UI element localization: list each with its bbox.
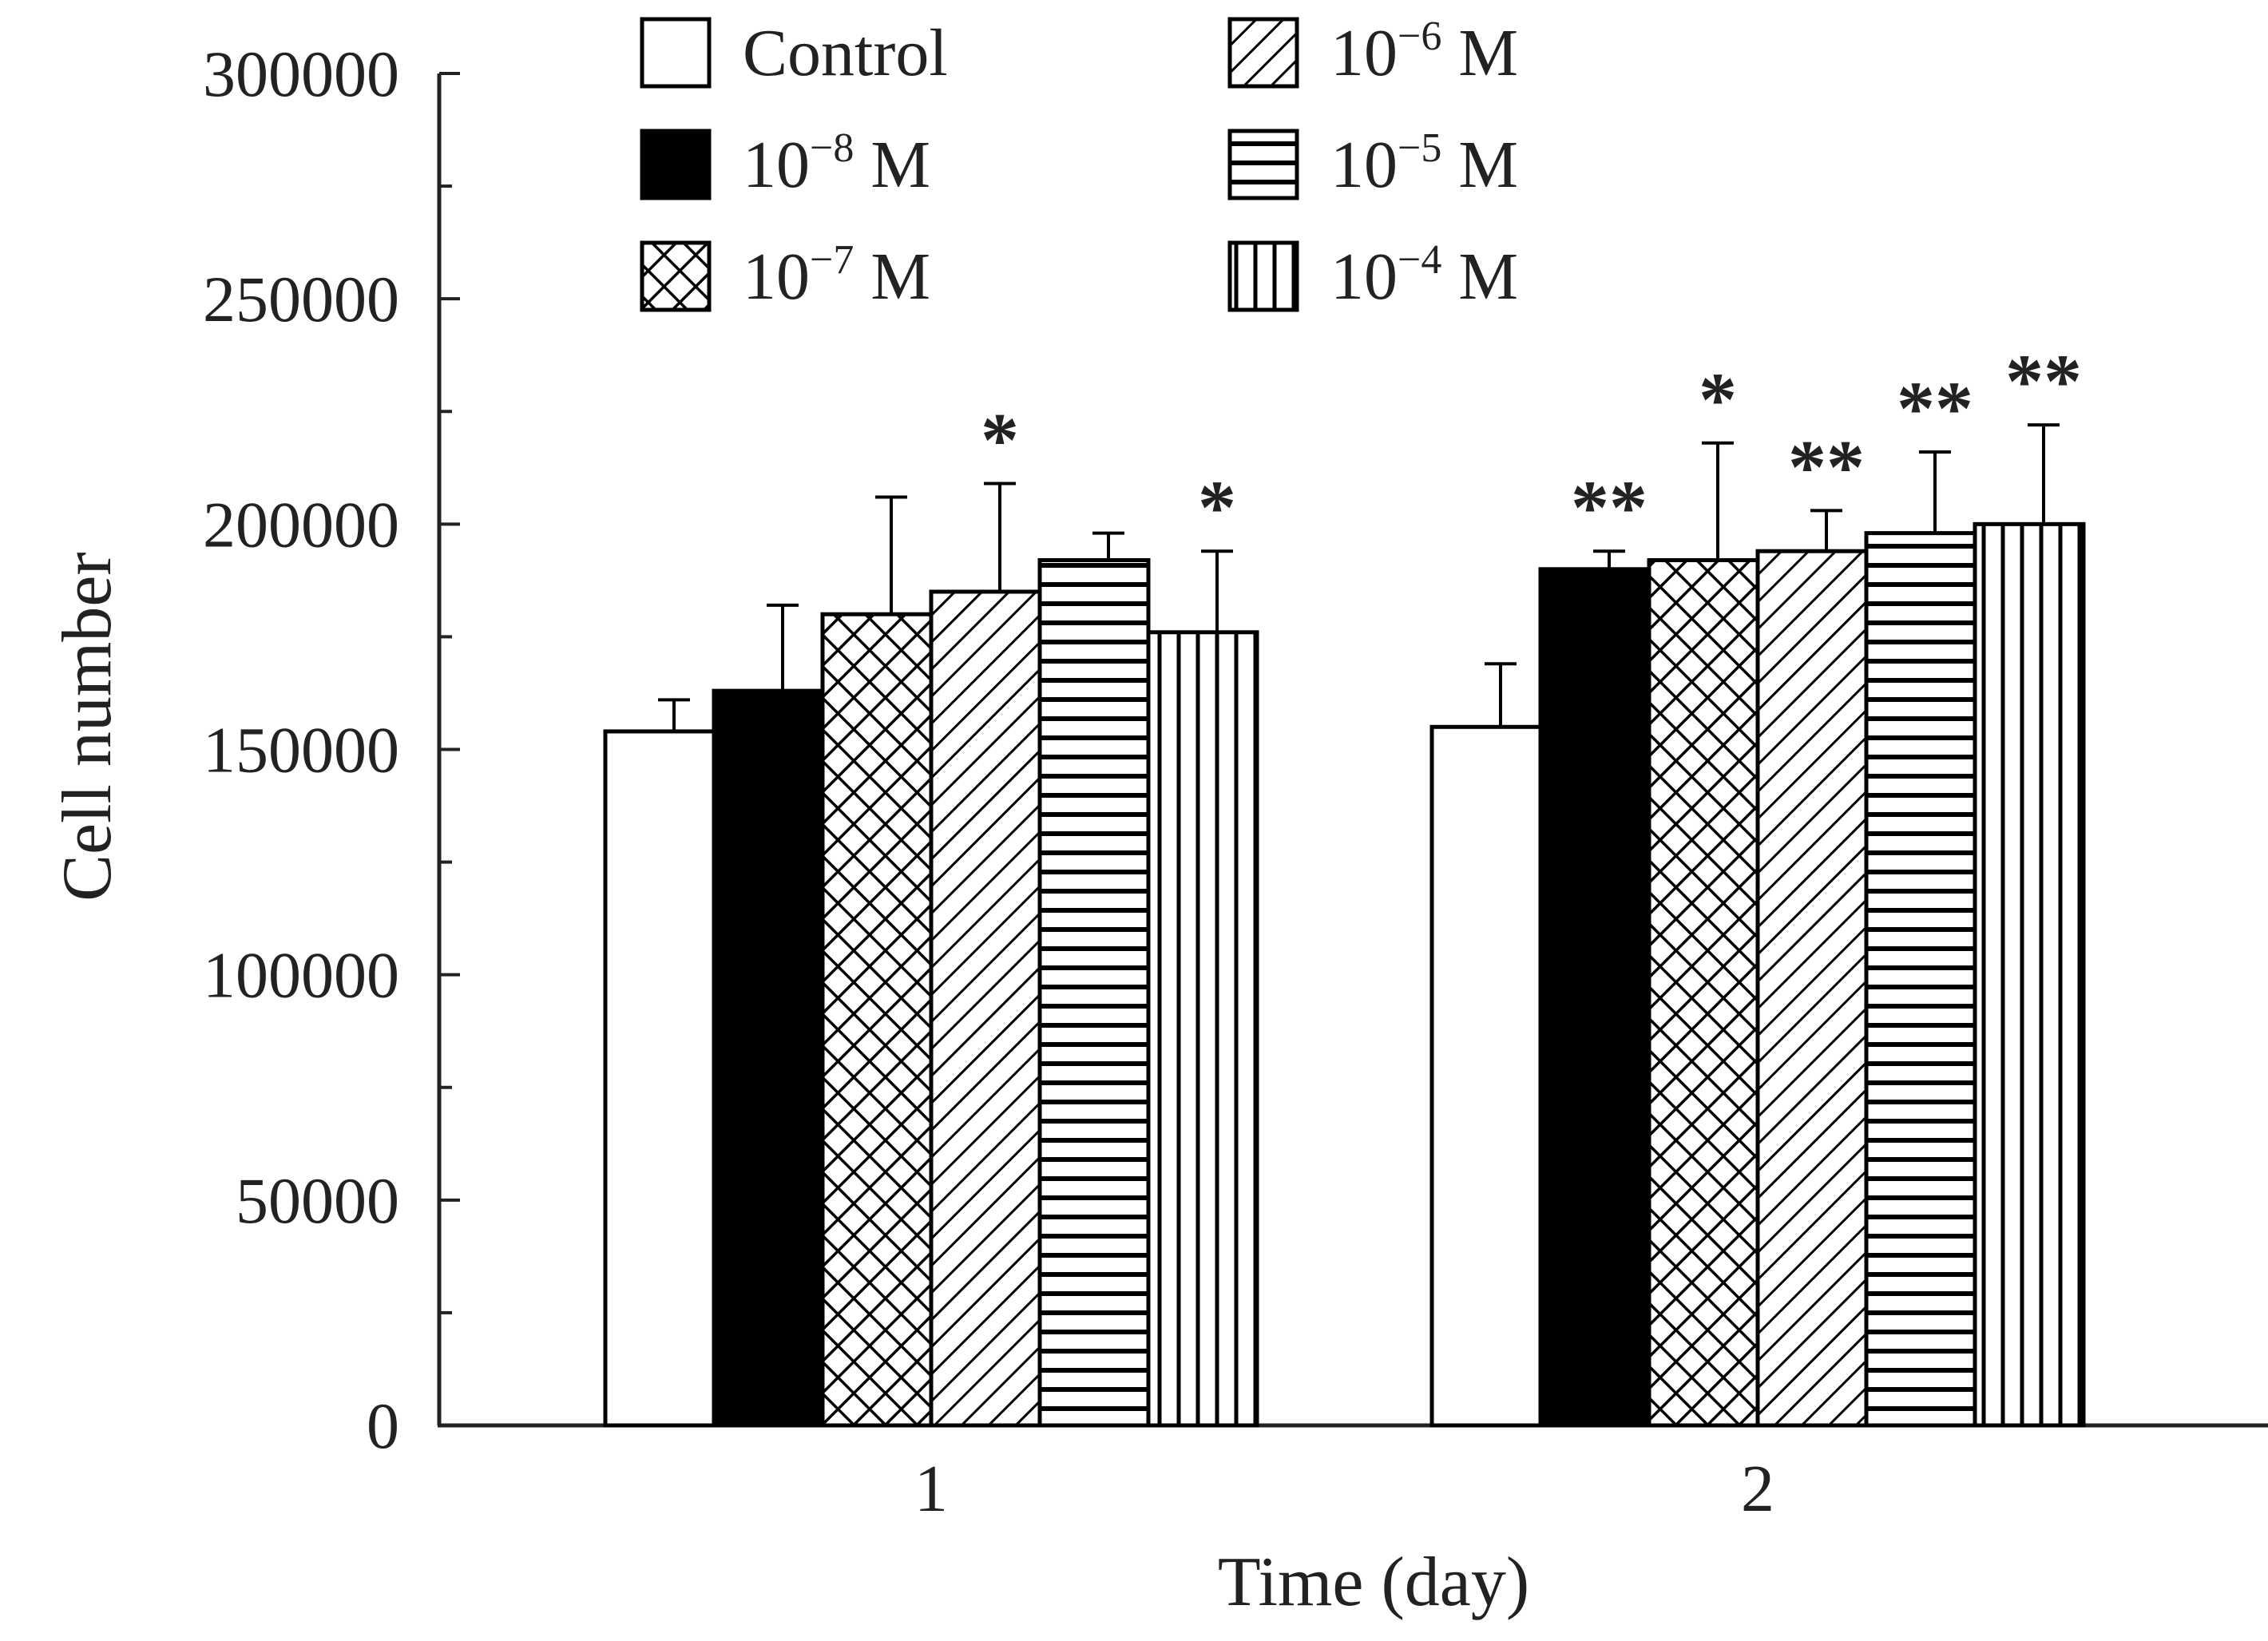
significance-marker: * (981, 398, 1019, 483)
y-tick-label: 0 (367, 1389, 399, 1462)
y-tick-label: 150000 (203, 714, 399, 787)
legend-label-base: 10 (1330, 128, 1398, 202)
legend-label-exponent: −7 (810, 237, 854, 283)
y-tick-label: 100000 (203, 939, 399, 1012)
legend-swatch (1227, 240, 1299, 312)
bars: ** ******* ** (603, 339, 2086, 1428)
legend-label-base: 10 (743, 240, 810, 314)
x-axis-title: Time (day) (1218, 1544, 1529, 1621)
bar-day1-2 (820, 612, 934, 1428)
significance-marker: * (1699, 357, 1737, 442)
legend-swatch (1227, 129, 1299, 200)
y-axis-ticks: 0 50000 100000 150000 200000 250000 300000 (203, 38, 460, 1462)
bar-day1-1 (712, 688, 825, 1428)
legend-label-base: 10 (1330, 16, 1398, 90)
legend-label: 10−6 M (1330, 14, 1518, 90)
bar-day1-5 (1146, 630, 1259, 1428)
significance-marker: * (1198, 465, 1236, 550)
bar-day1-0 (603, 729, 716, 1428)
legend-swatch (640, 129, 712, 200)
significance-marker: ** (1571, 465, 1647, 550)
bar-day2-5 (1973, 521, 2086, 1428)
significance-marker: ** (1788, 424, 1865, 509)
y-tick-label: 250000 (203, 263, 399, 335)
legend-swatch (640, 240, 712, 312)
legend-swatch (640, 17, 712, 89)
legend-label: 10−8 M (743, 125, 930, 202)
y-tick-label: 300000 (203, 38, 399, 110)
legend-label-exponent: −4 (1398, 237, 1441, 283)
bar-day1-4 (1037, 557, 1151, 1428)
bar-day2-2 (1647, 557, 1760, 1428)
legend-swatch (1227, 17, 1299, 89)
legend-label-unit: M (1441, 128, 1518, 202)
legend-label: 10−7 M (743, 237, 930, 314)
legend-label-base: Control (743, 16, 948, 90)
bar-day1-3 (929, 589, 1042, 1428)
legend-label-unit: M (854, 128, 930, 202)
bar-day2-3 (1755, 549, 1869, 1428)
y-axis-title: Cell number (49, 552, 126, 901)
x-tick-label: 2 (1741, 1452, 1774, 1526)
legend-label-exponent: −8 (810, 125, 854, 171)
legend-label-unit: M (1441, 16, 1518, 90)
y-tick-label: 50000 (236, 1164, 399, 1237)
bar-day2-0 (1429, 724, 1543, 1428)
legend-label-unit: M (1441, 240, 1518, 314)
bar-day2-4 (1864, 531, 1977, 1428)
legend-label: 10−4 M (1330, 237, 1518, 314)
y-tick-label: 200000 (203, 488, 399, 561)
significance-marker: ** (1897, 366, 1973, 451)
legend-label-unit: M (854, 240, 930, 314)
bar-day2-1 (1538, 567, 1651, 1428)
legend-label-base: 10 (1330, 240, 1398, 314)
legend-label-base: 10 (743, 128, 810, 202)
x-tick-label: 1 (914, 1452, 948, 1526)
legend-label-exponent: −6 (1398, 14, 1441, 59)
legend-label: 10−5 M (1330, 125, 1518, 202)
significance-marker: ** (2005, 339, 2082, 424)
legend-label-exponent: −5 (1398, 125, 1441, 171)
legend-label: Control (743, 16, 948, 90)
